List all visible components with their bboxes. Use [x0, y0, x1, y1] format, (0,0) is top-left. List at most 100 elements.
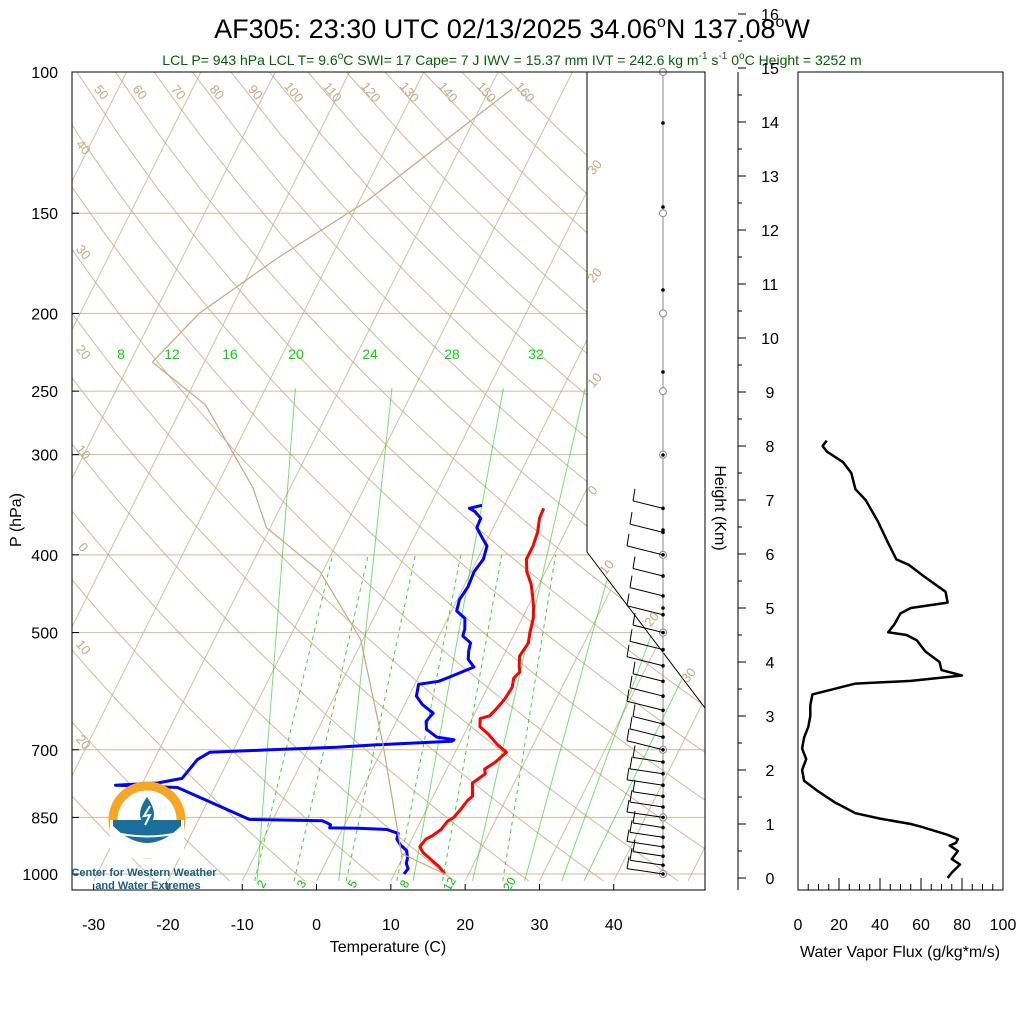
wind-barb-feather — [626, 799, 630, 813]
dry-adiabat-line — [461, 72, 705, 295]
barb-dot — [661, 735, 665, 739]
dry-adiabat-line — [76, 72, 705, 707]
wind-barb — [626, 779, 664, 786]
dry-adiabat-line — [72, 312, 679, 882]
wind-barb-feather — [626, 533, 630, 546]
skewt-panel: 50 60 70 80 90 100 110 120 130 140 150 160403020100… — [8, 65, 706, 956]
wind-barb-feather — [629, 512, 633, 525]
dry-adiabat-line — [114, 72, 705, 662]
wind-barb — [632, 715, 664, 725]
dry-adiabat-label: 90 — [245, 82, 266, 103]
wind-barb — [632, 851, 664, 857]
wind-barb-feather — [632, 745, 636, 758]
wind-barb-feather — [626, 644, 630, 657]
mixing-ratio-label: 5 — [345, 877, 361, 890]
x-tick-label: 10 — [382, 917, 400, 934]
moist-adiabat-line — [338, 388, 393, 881]
barb-dot — [661, 815, 665, 820]
barb-dot — [661, 747, 665, 752]
dry-adiabat-label: 20 — [73, 342, 94, 363]
wind-barb — [626, 545, 664, 556]
dry-adiabat-line — [499, 72, 705, 259]
dry-adiabat-line — [72, 579, 380, 882]
mixing-ratio-label: 28 — [444, 346, 460, 362]
x-tick-label: 0 — [312, 917, 321, 934]
wind-barb — [632, 673, 664, 682]
barb-dot — [661, 863, 665, 867]
height-tick-label: 3 — [766, 709, 775, 726]
wind-barb-feather — [632, 556, 636, 569]
dry-adiabat-label: 120 — [358, 79, 383, 105]
barb-dot — [661, 794, 665, 799]
dry-adiabat-label: 100 — [281, 79, 306, 105]
isotherm-line — [167, 72, 573, 882]
wv-x-tick-label: 0 — [794, 917, 803, 934]
wind-barb — [629, 859, 664, 866]
wind-barb-feather — [632, 612, 636, 626]
barb-dot — [661, 594, 665, 598]
x-tick-label: -20 — [156, 917, 179, 934]
dry-adiabat-line — [72, 186, 705, 801]
wind-barb — [632, 791, 664, 797]
height-tick-label: 0 — [766, 871, 775, 888]
y-tick-label: 400 — [31, 548, 58, 565]
height-tick-label: 2 — [766, 763, 775, 780]
wvflux-series — [800, 439, 964, 879]
y-tick-label: 500 — [31, 626, 58, 643]
dry-adiabat-label: 70 — [168, 82, 189, 103]
height-tick-label: 11 — [762, 277, 779, 294]
dry-adiabat-label: 110 — [320, 79, 345, 105]
barb-dot — [661, 783, 665, 788]
mixing-ratio-label: 20 — [500, 874, 519, 893]
dry-adiabat-label: 80 — [207, 82, 228, 103]
wind-barb — [626, 868, 664, 875]
wind-barb — [629, 523, 664, 533]
height-tick-label: 13 — [761, 169, 779, 186]
wind-barb-feather — [632, 661, 636, 674]
mixing-ratio-label: 12 — [440, 874, 459, 893]
isotherm-line — [613, 697, 705, 882]
y-axis-label: P (hPa) — [8, 493, 25, 547]
x-tick-label: -30 — [82, 917, 105, 934]
wind-barb-feather — [626, 593, 630, 606]
calm-circle — [659, 209, 667, 218]
x-tick-label: 20 — [456, 917, 474, 934]
wvflux-line — [800, 439, 964, 879]
height-tick-label: 16 — [761, 7, 779, 24]
wind-barb — [632, 500, 664, 509]
wind-barb — [626, 740, 664, 751]
wind-barb-feather — [626, 767, 630, 780]
wind-barb — [632, 567, 664, 577]
height-tick-label: 9 — [766, 385, 775, 402]
isotherm-line — [241, 72, 648, 882]
wind-barb-feather — [629, 756, 633, 769]
barb-dot — [661, 760, 665, 764]
mixing-ratio-label: 16 — [222, 346, 238, 362]
barb-dot — [661, 453, 665, 457]
dry-adiabat-line — [230, 72, 705, 532]
wind-barb — [629, 587, 664, 597]
mixing-ratio-label: 24 — [362, 346, 378, 362]
dry-adiabat-label: 10 — [73, 442, 94, 463]
mixing-ratio-label: 8 — [397, 877, 413, 890]
wv-x-tick-label: 40 — [871, 917, 889, 934]
barb-dot — [661, 121, 665, 125]
height-tick-label: 4 — [766, 655, 775, 672]
moist-adiabat-line — [256, 388, 296, 881]
wv-x-tick-label: 20 — [830, 917, 848, 934]
mixing-ratio-label: 3 — [294, 877, 310, 890]
wind-barb-feather — [629, 575, 633, 588]
height-axis-label: Height (Km) — [711, 465, 728, 550]
moist-adiabat-line — [412, 388, 504, 881]
wind-barb-feather — [632, 779, 636, 792]
barb-dot — [661, 553, 665, 557]
wind-barb-feather — [626, 829, 630, 842]
dry-adiabat-line — [72, 649, 305, 882]
wind-barb — [632, 624, 664, 634]
dewpoint-line — [114, 503, 489, 875]
barb-dot — [661, 370, 665, 374]
wind-barb — [629, 728, 664, 738]
height-tick-label: 10 — [761, 331, 779, 348]
